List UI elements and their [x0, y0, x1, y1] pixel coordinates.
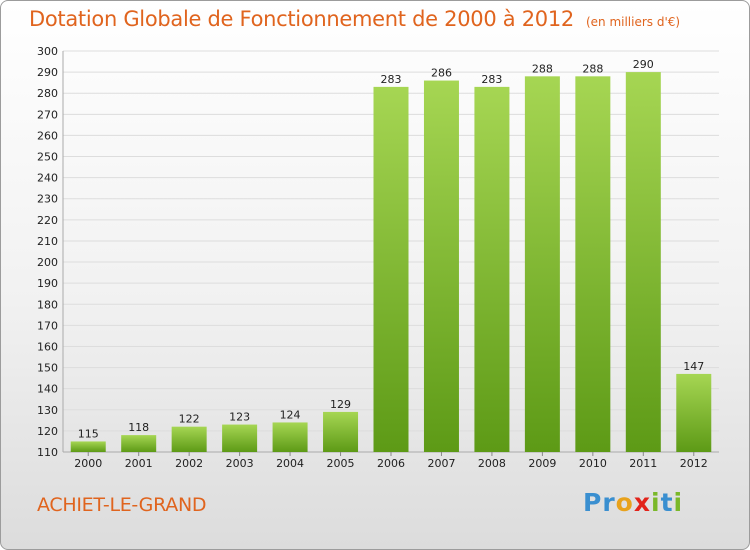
- x-tick-label: 2001: [125, 457, 153, 470]
- data-label: 288: [532, 62, 553, 75]
- y-tick-label: 220: [37, 214, 58, 227]
- bar: [272, 422, 308, 452]
- x-tick-label: 2003: [226, 457, 254, 470]
- x-tick-label: 2007: [427, 457, 455, 470]
- y-tick-label: 170: [37, 319, 58, 332]
- bar: [171, 426, 207, 452]
- data-label: 118: [128, 421, 149, 434]
- x-tick-label: 2002: [175, 457, 203, 470]
- data-labels: 115 118 122 123 124 129 283 286 283 288 288 290 147: [78, 58, 705, 440]
- data-label: 122: [179, 413, 200, 426]
- logo-letter: x: [633, 488, 651, 517]
- y-tick-label: 120: [37, 425, 58, 438]
- x-tick-label: 2005: [327, 457, 355, 470]
- bar: [70, 441, 106, 452]
- logo-letter: t: [660, 488, 674, 517]
- y-tick-label: 240: [37, 172, 58, 185]
- bar: [373, 86, 409, 453]
- x-tick-label: 2012: [680, 457, 708, 470]
- x-tick-label: 2010: [579, 457, 607, 470]
- city-name: ACHIET-LE-GRAND: [37, 494, 207, 516]
- chart-subtitle: (en milliers d'€): [585, 15, 681, 29]
- y-tick-label: 140: [37, 383, 58, 396]
- y-tick-labels: 110 120 130 140 150 160 170 180 190 200 210 220 230 2…: [37, 45, 58, 459]
- data-label: 124: [280, 408, 301, 421]
- logo-letter: P: [583, 488, 603, 517]
- y-tick-label: 130: [37, 404, 58, 417]
- x-tick-label: 2009: [528, 457, 556, 470]
- y-tick-label: 260: [37, 129, 58, 142]
- data-label: 129: [330, 398, 351, 411]
- bar: [524, 76, 560, 452]
- bar: [121, 435, 157, 452]
- y-tick-label: 150: [37, 362, 58, 375]
- data-label: 115: [78, 427, 99, 440]
- bar: [222, 424, 258, 452]
- data-label: 283: [481, 73, 502, 86]
- y-tick-label: 180: [37, 298, 58, 311]
- data-label: 283: [381, 73, 402, 86]
- data-label: 288: [582, 62, 603, 75]
- y-tick-label: 270: [37, 108, 58, 121]
- y-tick-label: 200: [37, 256, 58, 269]
- data-label: 290: [633, 58, 654, 71]
- y-tick-label: 300: [37, 45, 58, 58]
- y-tick-label: 230: [37, 193, 58, 206]
- y-tick-label: 210: [37, 235, 58, 248]
- bar: [474, 86, 510, 453]
- y-tick-label: 110: [37, 446, 58, 459]
- bar: [323, 411, 359, 452]
- x-tick-label: 2004: [276, 457, 304, 470]
- data-label: 123: [229, 411, 250, 424]
- logo-letter: r: [602, 488, 616, 517]
- proxiti-logo: Proxiti: [583, 488, 683, 517]
- logo-letter: o: [615, 488, 634, 517]
- y-tick-label: 250: [37, 151, 58, 164]
- bar: [575, 76, 611, 452]
- x-tick-label: 2008: [478, 457, 506, 470]
- y-tick-label: 280: [37, 87, 58, 100]
- bars: [70, 72, 712, 453]
- x-tick-label: 2011: [629, 457, 657, 470]
- chart-title: Dotation Globale de Fonctionnement de 20…: [29, 7, 574, 31]
- data-label: 286: [431, 67, 452, 80]
- x-tick-labels: 2000 2001 2002 2003 2004 2005 2006 2007 2008 2009…: [74, 457, 708, 470]
- title-row: Dotation Globale de Fonctionnement de 20…: [29, 7, 680, 31]
- logo-letter: i: [651, 488, 661, 517]
- x-tick-label: 2006: [377, 457, 405, 470]
- x-tick-label: 2000: [74, 457, 102, 470]
- bar: [423, 80, 459, 453]
- bar: [625, 72, 661, 453]
- y-tick-label: 190: [37, 277, 58, 290]
- y-tick-label: 290: [37, 66, 58, 79]
- bar: [676, 373, 712, 452]
- data-label: 147: [683, 360, 704, 373]
- y-tick-label: 160: [37, 340, 58, 353]
- logo-letter: i: [673, 488, 684, 517]
